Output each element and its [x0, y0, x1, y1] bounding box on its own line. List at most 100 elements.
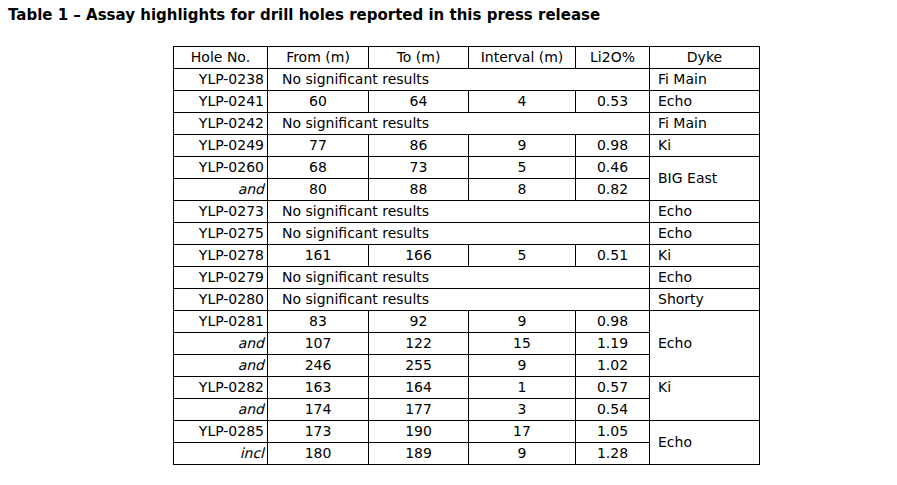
column-header-from-m: From (m) — [268, 47, 369, 69]
interval-cell: 1 — [469, 377, 576, 399]
dyke-cell: Echo — [650, 421, 760, 465]
no-significant-results-cell: No significant results — [268, 69, 650, 91]
hole-number-cell: YLP-0275 — [174, 223, 268, 245]
hole-number-cell: YLP-0249 — [174, 135, 268, 157]
table-row: YLP-0285173190171.05Echo — [174, 421, 760, 443]
no-significant-results-cell: No significant results — [268, 223, 650, 245]
table-row: YLP-0273No significant resultsEcho — [174, 201, 760, 223]
hole-number-cell: YLP-0242 — [174, 113, 268, 135]
table-title: Table 1 – Assay highlights for drill hol… — [8, 6, 600, 24]
from-cell: 83 — [268, 311, 369, 333]
interval-cell: 9 — [469, 135, 576, 157]
dyke-cell: Echo — [650, 223, 760, 245]
from-cell: 246 — [268, 355, 369, 377]
dyke-cell: Echo — [650, 311, 760, 377]
assay-highlights-table: Hole No.From (m)To (m)Interval (m)Li2O%D… — [173, 46, 760, 465]
li2o-percent-cell: 0.53 — [576, 91, 650, 113]
interval-cell: 9 — [469, 355, 576, 377]
table-header-row: Hole No.From (m)To (m)Interval (m)Li2O%D… — [174, 47, 760, 69]
table-row: YLP-0260687350.46BIG East — [174, 157, 760, 179]
page: Table 1 – Assay highlights for drill hol… — [0, 0, 897, 485]
table-row: YLP-0241606440.53Echo — [174, 91, 760, 113]
no-significant-results-cell: No significant results — [268, 267, 650, 289]
interval-cell: 8 — [469, 179, 576, 201]
hole-number-cell: YLP-0278 — [174, 245, 268, 267]
dyke-cell: Ki — [650, 377, 760, 421]
table-row: YLP-0279No significant resultsEcho — [174, 267, 760, 289]
no-significant-results-cell: No significant results — [268, 201, 650, 223]
to-cell: 164 — [369, 377, 469, 399]
to-cell: 122 — [369, 333, 469, 355]
to-cell: 64 — [369, 91, 469, 113]
interval-cell: 9 — [469, 443, 576, 465]
li2o-percent-cell: 0.98 — [576, 311, 650, 333]
from-cell: 107 — [268, 333, 369, 355]
dyke-cell: Ki — [650, 135, 760, 157]
table-row: YLP-0238No significant resultsFi Main — [174, 69, 760, 91]
dyke-cell: Ki — [650, 245, 760, 267]
column-header-interval-m: Interval (m) — [469, 47, 576, 69]
table-row: YLP-0249778690.98Ki — [174, 135, 760, 157]
li2o-percent-cell: 1.28 — [576, 443, 650, 465]
hole-number-cell: YLP-0241 — [174, 91, 268, 113]
table-row: YLP-0281839290.98Echo — [174, 311, 760, 333]
to-cell: 92 — [369, 311, 469, 333]
li2o-percent-cell: 0.46 — [576, 157, 650, 179]
dyke-cell: Shorty — [650, 289, 760, 311]
to-cell: 190 — [369, 421, 469, 443]
li2o-percent-cell: 0.98 — [576, 135, 650, 157]
li2o-percent-cell: 0.82 — [576, 179, 650, 201]
to-cell: 166 — [369, 245, 469, 267]
hole-number-cell: YLP-0273 — [174, 201, 268, 223]
dyke-cell: Echo — [650, 91, 760, 113]
to-cell: 88 — [369, 179, 469, 201]
li2o-percent-cell: 0.57 — [576, 377, 650, 399]
column-header-hole-no: Hole No. — [174, 47, 268, 69]
to-cell: 73 — [369, 157, 469, 179]
from-cell: 174 — [268, 399, 369, 421]
table-row: YLP-0275No significant resultsEcho — [174, 223, 760, 245]
to-cell: 189 — [369, 443, 469, 465]
hole-number-cell: incl — [174, 443, 268, 465]
interval-cell: 9 — [469, 311, 576, 333]
interval-cell: 15 — [469, 333, 576, 355]
dyke-cell: BIG East — [650, 157, 760, 201]
no-significant-results-cell: No significant results — [268, 113, 650, 135]
from-cell: 161 — [268, 245, 369, 267]
li2o-percent-cell: 1.02 — [576, 355, 650, 377]
from-cell: 173 — [268, 421, 369, 443]
table-row: YLP-0242No significant resultsFi Main — [174, 113, 760, 135]
li2o-percent-cell: 1.05 — [576, 421, 650, 443]
from-cell: 68 — [268, 157, 369, 179]
interval-cell: 5 — [469, 245, 576, 267]
hole-number-cell: YLP-0285 — [174, 421, 268, 443]
li2o-percent-cell: 0.51 — [576, 245, 650, 267]
table-row: YLP-028216316410.57Ki — [174, 377, 760, 399]
to-cell: 177 — [369, 399, 469, 421]
hole-number-cell: YLP-0279 — [174, 267, 268, 289]
interval-cell: 3 — [469, 399, 576, 421]
hole-number-cell: and — [174, 333, 268, 355]
from-cell: 77 — [268, 135, 369, 157]
from-cell: 163 — [268, 377, 369, 399]
column-header-to-m: To (m) — [369, 47, 469, 69]
dyke-cell: Echo — [650, 201, 760, 223]
hole-number-cell: YLP-0280 — [174, 289, 268, 311]
li2o-percent-cell: 0.54 — [576, 399, 650, 421]
hole-number-cell: and — [174, 399, 268, 421]
hole-number-cell: YLP-0260 — [174, 157, 268, 179]
from-cell: 60 — [268, 91, 369, 113]
column-header-dyke: Dyke — [650, 47, 760, 69]
dyke-cell: Fi Main — [650, 69, 760, 91]
column-header-li2o: Li2O% — [576, 47, 650, 69]
from-cell: 80 — [268, 179, 369, 201]
dyke-cell: Fi Main — [650, 113, 760, 135]
li2o-percent-cell: 1.19 — [576, 333, 650, 355]
from-cell: 180 — [268, 443, 369, 465]
hole-number-cell: and — [174, 179, 268, 201]
interval-cell: 17 — [469, 421, 576, 443]
to-cell: 86 — [369, 135, 469, 157]
interval-cell: 5 — [469, 157, 576, 179]
table-row: YLP-027816116650.51Ki — [174, 245, 760, 267]
hole-number-cell: YLP-0281 — [174, 311, 268, 333]
